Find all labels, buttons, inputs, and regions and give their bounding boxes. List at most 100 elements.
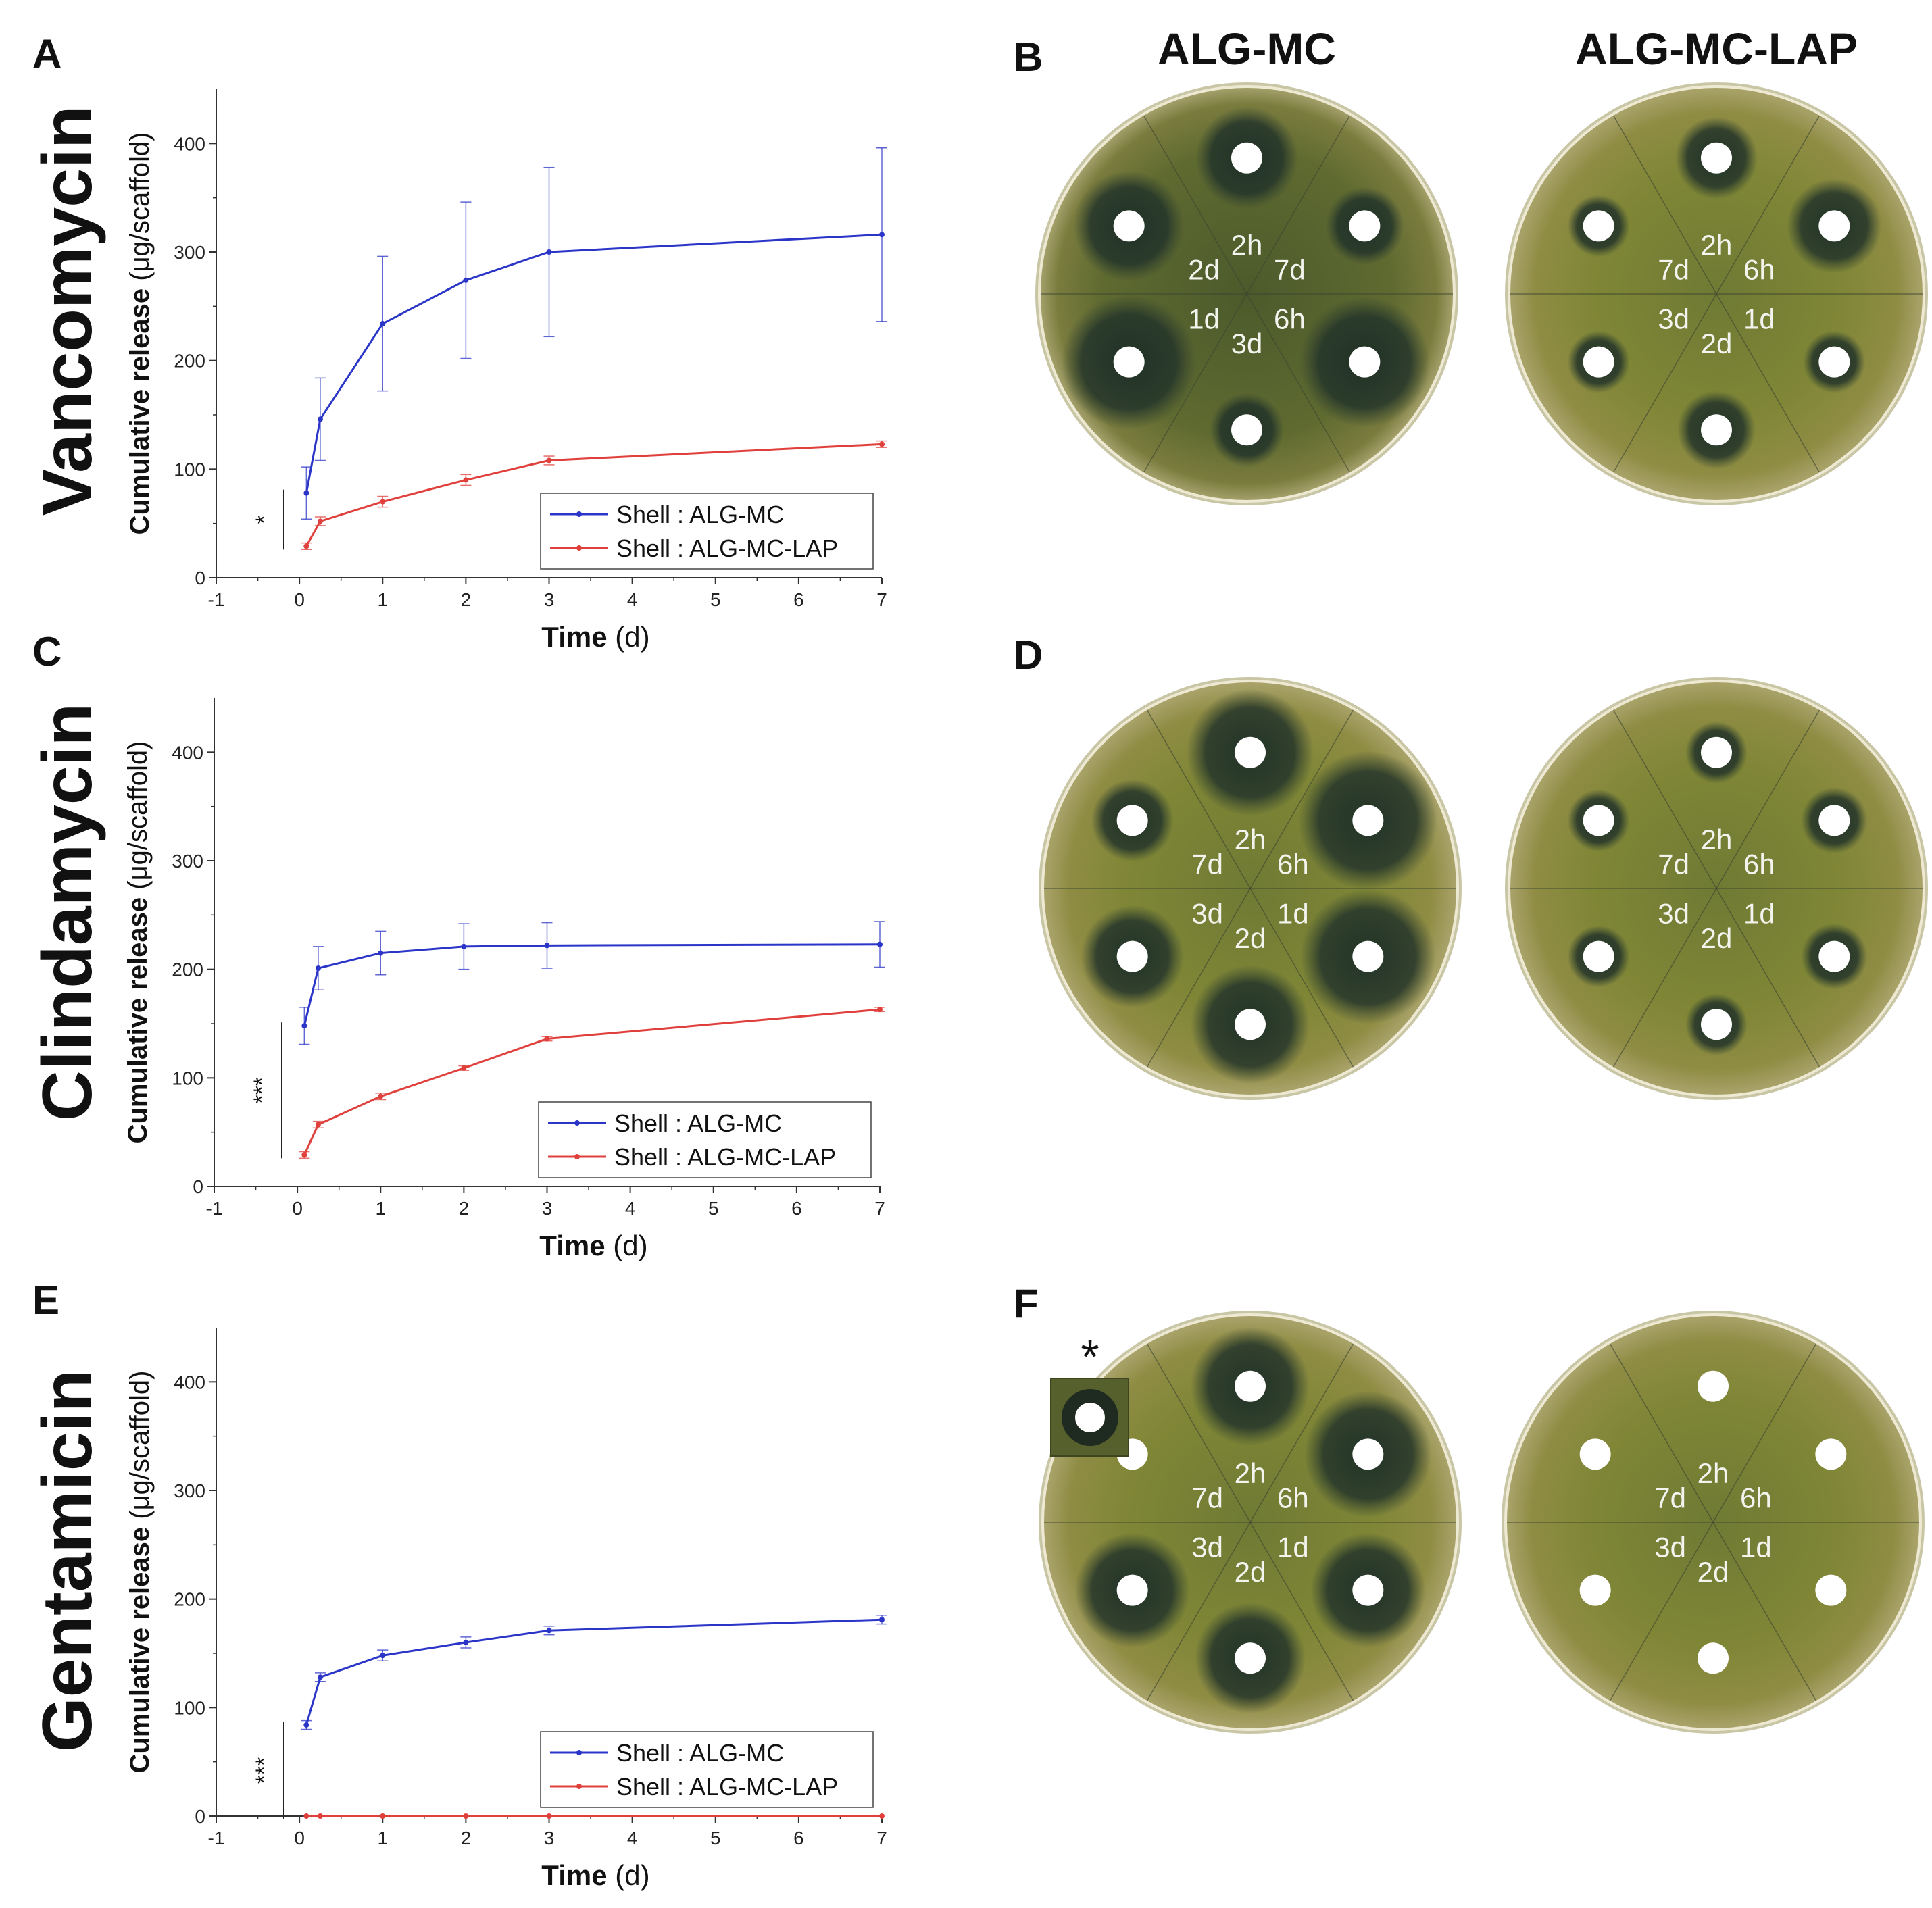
well xyxy=(1698,1642,1729,1674)
x-axis-label-main: Time xyxy=(541,621,607,653)
legend-box xyxy=(540,493,874,570)
well-label: 3d xyxy=(1191,1532,1223,1563)
x-tick-label: 6 xyxy=(793,589,804,610)
legend-box xyxy=(538,1101,872,1178)
inset-well xyxy=(1075,1403,1105,1432)
y-axis-label-main: Cumulative release xyxy=(125,288,155,535)
well xyxy=(1815,1438,1847,1470)
sector-line xyxy=(1146,1343,1251,1523)
legend-lap-label: Shell : ALG-MC-LAP xyxy=(614,1143,836,1171)
x-tick-label: 0 xyxy=(292,1198,303,1219)
x-tick-label: 3 xyxy=(542,1198,553,1219)
x-tick-label: 0 xyxy=(294,1828,305,1849)
x-tick-label: 7 xyxy=(876,1828,887,1849)
y-tick-label: 400 xyxy=(172,742,203,763)
well xyxy=(1579,1438,1611,1470)
agar-plate: 2h 7d 6h 3d 1d 2d xyxy=(1035,82,1458,505)
well-label: 2d xyxy=(1698,1556,1729,1588)
plates-gentamicin: 2h 6h 1d 2d 3d 7d 2h 6h 1d 2d 3d 7d * xyxy=(1039,1311,1925,1734)
panel-letter-e: E xyxy=(32,1278,59,1323)
y-tick-label: 200 xyxy=(174,1589,205,1610)
series-mc-line xyxy=(305,1618,883,1726)
y-tick-label: 0 xyxy=(195,1806,205,1827)
series-lap-point xyxy=(546,1813,552,1819)
well xyxy=(1116,805,1148,836)
series-mc-point xyxy=(380,321,386,327)
y-axis-label: Cumulative release (μg/scaffold) xyxy=(125,1371,155,1774)
x-tick-label: 4 xyxy=(625,1198,636,1219)
well-label: 3d xyxy=(1654,1532,1686,1563)
well-label: 2d xyxy=(1701,328,1733,359)
well xyxy=(1349,346,1381,378)
well xyxy=(1235,1642,1266,1674)
x-tick-label: 0 xyxy=(294,589,305,610)
well-label: 3d xyxy=(1191,898,1223,930)
x-tick-label: 5 xyxy=(710,589,721,610)
series-mc-point xyxy=(546,1628,552,1634)
well xyxy=(1113,346,1145,378)
legend-mc-marker xyxy=(576,511,582,517)
well xyxy=(1231,142,1262,174)
y-axis-label-main: Cumulative release xyxy=(123,897,153,1144)
y-tick-label: 300 xyxy=(174,1480,205,1501)
series-mc-line xyxy=(305,233,883,493)
panel-letter-a: A xyxy=(32,31,61,76)
plates-vancomycin: 2h 7d 6h 3d 1d 2d 2h 6h 1d 2d 3d 7d xyxy=(1035,82,1928,505)
agar-plate: 2h 6h 1d 2d 3d 7d xyxy=(1502,1311,1925,1734)
series-mc-point xyxy=(879,232,885,238)
y-axis-label: Cumulative release (μg/scaffold) xyxy=(123,741,153,1144)
well-label: 2h xyxy=(1701,229,1733,261)
well-label: 1d xyxy=(1743,303,1775,335)
series-lap-point xyxy=(380,499,386,505)
x-tick-label: -1 xyxy=(208,1828,225,1849)
series-lap-point xyxy=(877,1007,883,1013)
sector-line xyxy=(1249,1343,1354,1523)
well-label: 1d xyxy=(1277,898,1309,930)
y-tick-label: 100 xyxy=(174,1697,205,1718)
series-lap-point xyxy=(317,518,323,524)
x-tick-label: 2 xyxy=(461,589,472,610)
well-label: 1d xyxy=(1188,303,1220,335)
well xyxy=(1701,142,1732,174)
x-axis-label-unit: (d) xyxy=(608,621,650,653)
sector-line xyxy=(1612,709,1717,889)
sector-line xyxy=(1146,888,1251,1068)
well xyxy=(1231,414,1262,446)
x-axis-label-unit: (d) xyxy=(605,1230,648,1261)
series-lap-point xyxy=(879,441,885,447)
sector-line xyxy=(1609,1522,1714,1701)
y-axis-label: Cumulative release (μg/scaffold) xyxy=(125,132,155,535)
series-mc-point xyxy=(463,1639,469,1645)
y-tick-label: 0 xyxy=(193,1176,203,1197)
x-tick-label: -1 xyxy=(206,1198,223,1219)
well xyxy=(1116,940,1148,972)
sector-line xyxy=(1246,293,1351,473)
x-tick-label: 1 xyxy=(377,1828,388,1849)
panel-letter-b: B xyxy=(1014,34,1043,80)
sector-line xyxy=(1716,293,1820,473)
series-lap-line xyxy=(303,1008,881,1156)
well xyxy=(1349,210,1381,242)
x-tick-label: 3 xyxy=(544,1828,555,1849)
series-lap-point xyxy=(463,1813,469,1819)
series-lap-point xyxy=(879,1813,885,1819)
drug-label-vancomycin: Vancomycin xyxy=(28,106,107,516)
well xyxy=(1352,1574,1384,1606)
series-mc-point xyxy=(317,416,323,422)
well-label: 2h xyxy=(1698,1457,1729,1489)
series-mc-point xyxy=(461,943,467,949)
y-tick-label: 200 xyxy=(172,959,203,980)
series-lap-point xyxy=(546,457,552,463)
sector-line xyxy=(1249,888,1354,1068)
well-label: 6h xyxy=(1277,848,1309,880)
x-axis-label-main: Time xyxy=(539,1230,605,1261)
well-label: 3d xyxy=(1658,303,1689,335)
series-mc-point xyxy=(544,943,550,949)
panel-letter-d: D xyxy=(1014,632,1043,678)
sector-line xyxy=(1612,115,1717,295)
legend-mc-marker xyxy=(574,1120,580,1126)
well-label: 2d xyxy=(1188,253,1220,285)
y-tick-label: 300 xyxy=(172,851,203,872)
sector-line xyxy=(1143,293,1247,473)
